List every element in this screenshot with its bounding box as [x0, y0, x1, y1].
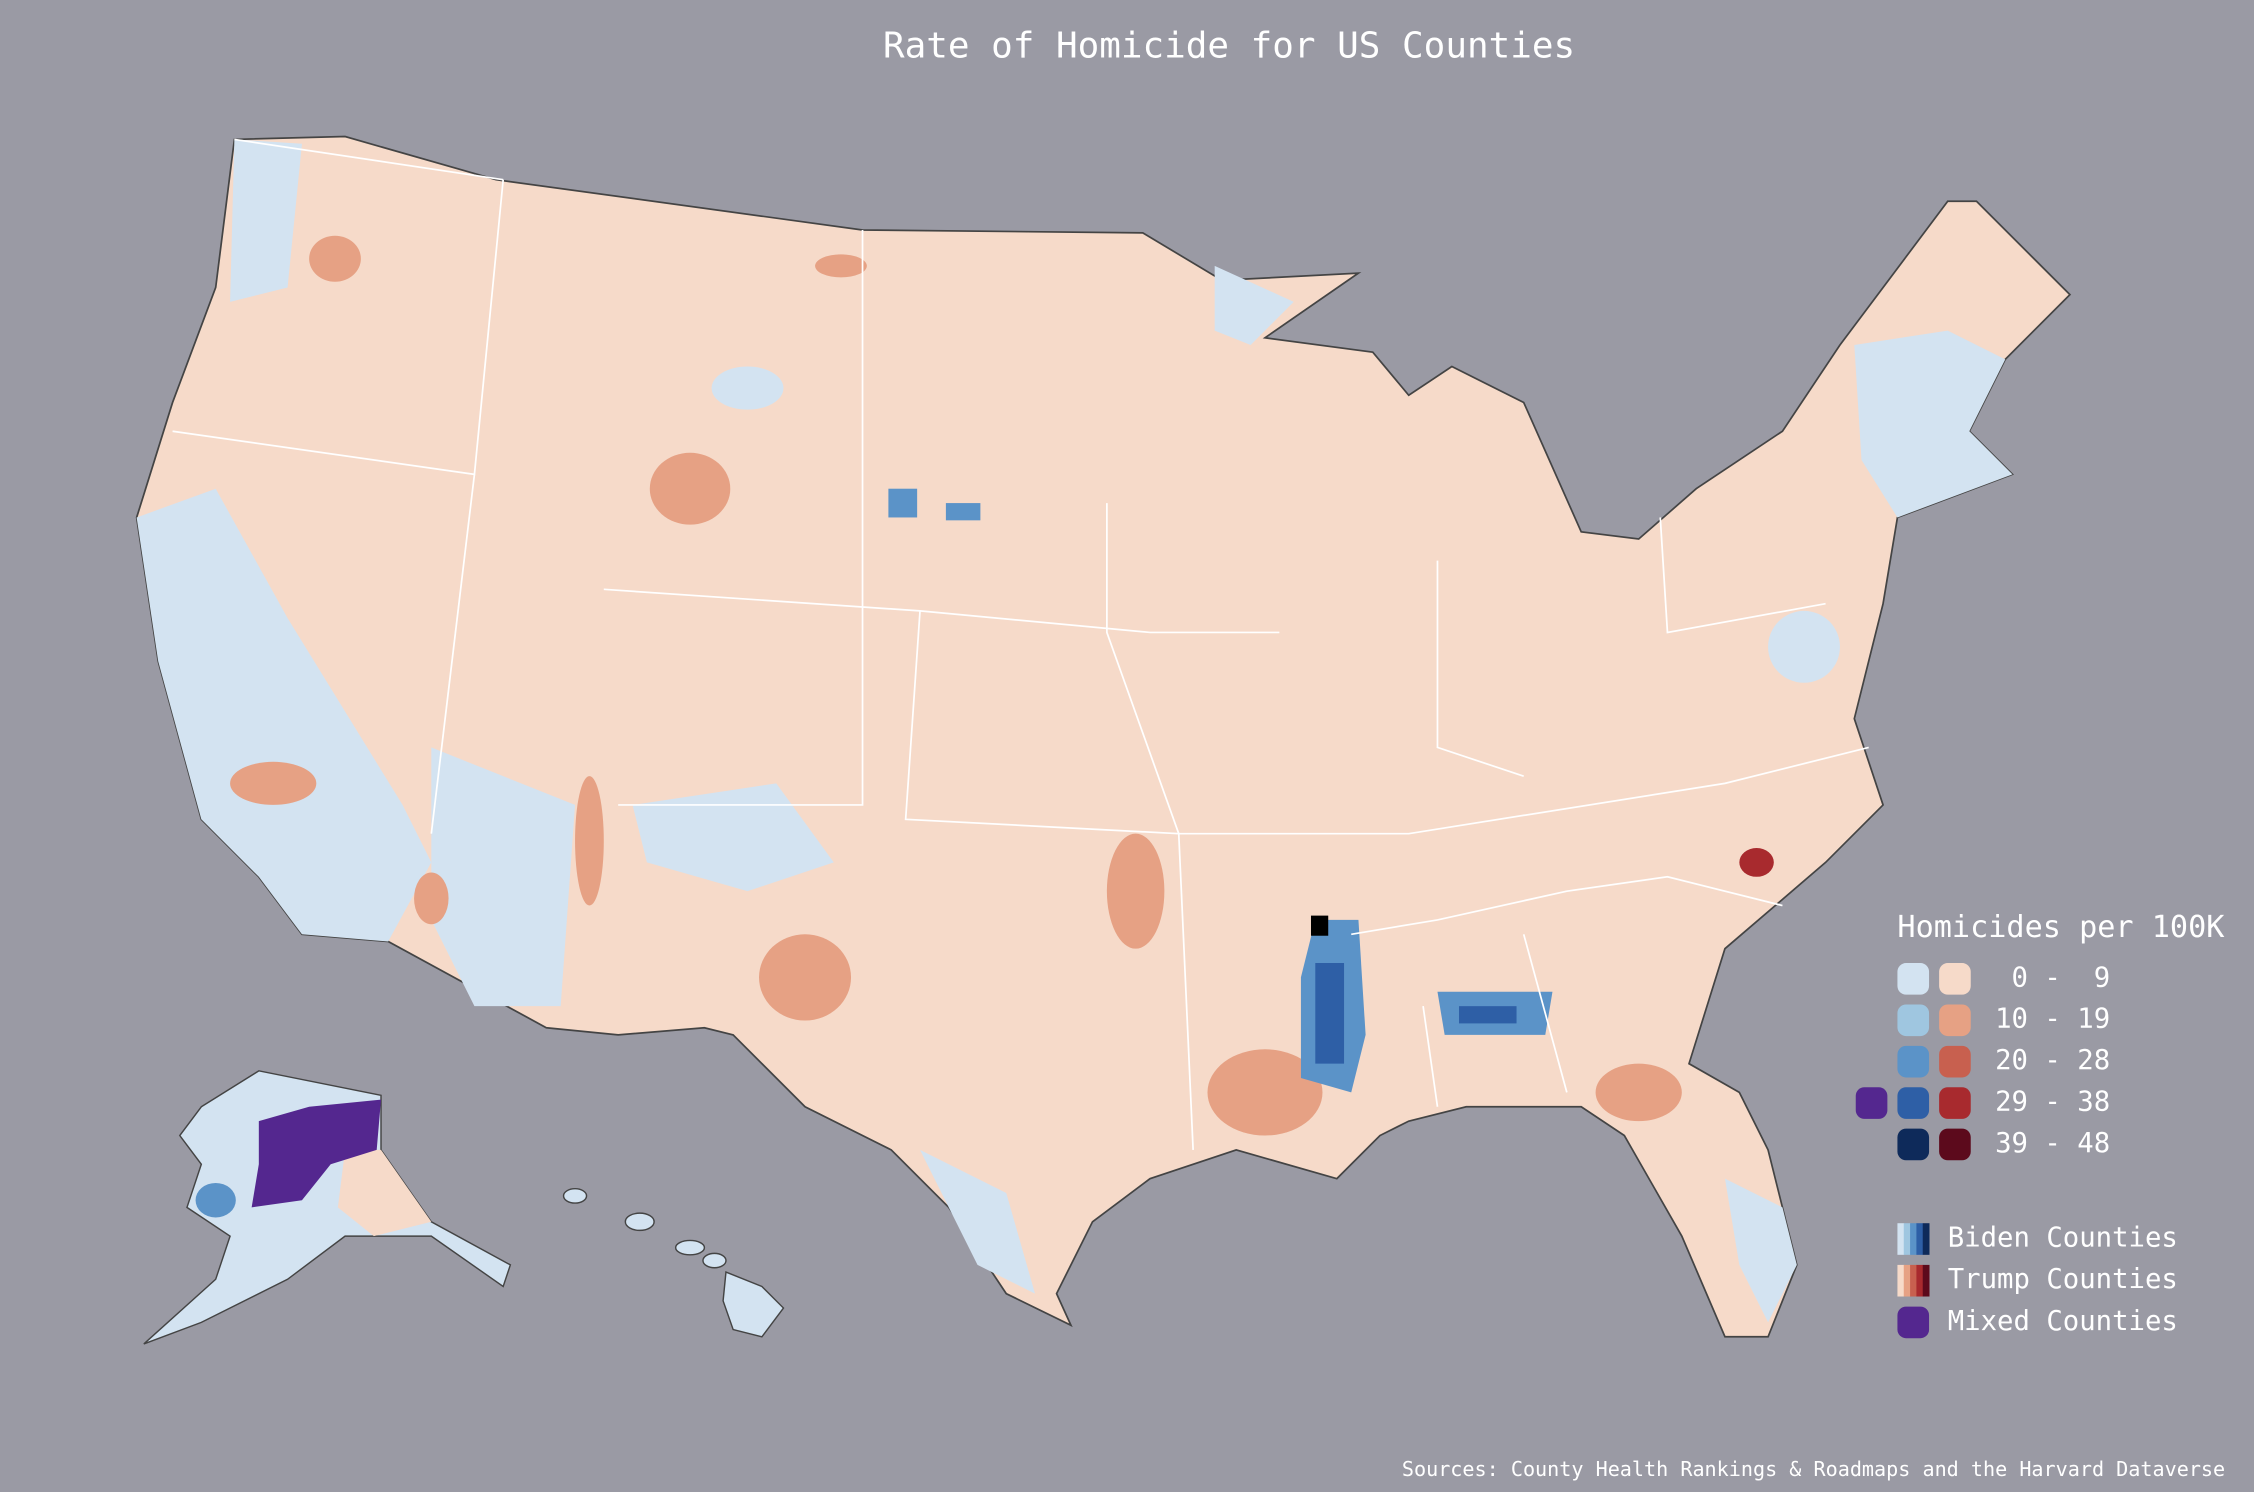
- legend-label: 0 - 9: [2012, 962, 2111, 993]
- legend-label: 39 - 48: [1995, 1128, 2110, 1159]
- hawaii: [562, 1187, 785, 1338]
- biden-swatch: [1897, 1004, 1930, 1037]
- mixed-swatch: [1855, 1087, 1888, 1119]
- group-swatch-part: [1897, 1223, 1905, 1255]
- alaska: [143, 1070, 512, 1345]
- extreme-area: [1310, 915, 1329, 936]
- group-legend: Biden Counties Trump Counties Mixed Counti…: [1897, 1223, 2178, 1339]
- group-swatch-part: [1910, 1264, 1917, 1297]
- group-swatch-part: [1922, 1264, 1930, 1297]
- group-swatch-part: [1897, 1264, 1905, 1297]
- trump-swatch: [1939, 1128, 1971, 1161]
- legend-label: 29 - 38: [1995, 1087, 2110, 1118]
- trump-swatch: [1939, 1045, 1971, 1078]
- very-high-biden-areas: [1315, 963, 1517, 1064]
- group-label: Trump Counties: [1948, 1264, 2178, 1295]
- source-note: Sources: County Health Rankings & Roadma…: [1402, 1457, 2225, 1481]
- group-swatch: [1897, 1306, 1930, 1339]
- group-label: Mixed Counties: [1948, 1306, 2178, 1337]
- group-swatch-part: [1903, 1264, 1911, 1297]
- group-swatch-part: [1910, 1223, 1917, 1255]
- trump-swatch: [1939, 1004, 1971, 1037]
- low-biden-areas: [136, 139, 2013, 1323]
- legend: 0 - 9 10 - 19 20 - 28 29 - 38 39 - 48: [1855, 962, 2111, 1161]
- contiguous-us: [135, 135, 2072, 1338]
- group-swatch-part: [1903, 1223, 1911, 1255]
- group-swatch-part: [1922, 1223, 1930, 1255]
- legend-label: 10 - 19: [1995, 1004, 2110, 1035]
- group-swatch-part: [1916, 1264, 1924, 1297]
- group-swatch-part: [1916, 1223, 1924, 1255]
- biden-swatch: [1897, 1128, 1930, 1161]
- mixed-area: [251, 1099, 381, 1208]
- mid-trump-areas: [230, 235, 1682, 1136]
- biden-swatch: [1897, 1045, 1930, 1078]
- biden-swatch: [1897, 1087, 1930, 1119]
- group-label: Biden Counties: [1948, 1223, 2178, 1254]
- legend-label: 20 - 28: [1995, 1045, 2110, 1076]
- biden-swatch: [1897, 963, 1930, 995]
- country-outline: [135, 135, 2072, 1338]
- legend-title: Homicides per 100K: [1897, 910, 2225, 945]
- trump-swatch: [1939, 1087, 1971, 1119]
- trump-swatch: [1939, 963, 1971, 995]
- high-trump-area: [1739, 848, 1774, 877]
- map-title: Rate of Homicide for US Counties: [883, 25, 1575, 66]
